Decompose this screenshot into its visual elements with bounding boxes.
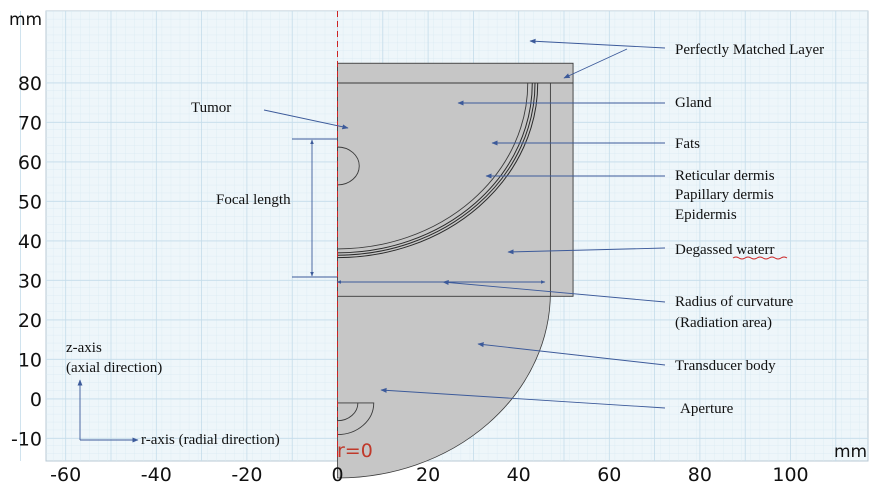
label-epidermis: Epidermis: [675, 207, 737, 223]
aperture-arrow: [380, 387, 666, 409]
y-tick-label: 0: [30, 389, 42, 411]
x-tick-label: -20: [231, 464, 262, 486]
x-tick-label: 100: [772, 464, 808, 486]
label-transducer-body: Transducer body: [675, 358, 776, 374]
tumor-arrow: [263, 109, 349, 130]
papillary-dermis-layer: [337, 82, 536, 256]
x-axis-ticks: -60 -40 -20 0 20 40 60 80 100: [50, 464, 808, 486]
x-tick-label: 60: [597, 464, 621, 486]
x-unit-label: mm: [834, 442, 867, 462]
label-focal-length: Focal length: [216, 192, 291, 208]
y-tick-label: 60: [18, 152, 42, 174]
label-fats: Fats: [675, 136, 700, 152]
reticular-dermis-layer: [337, 82, 533, 254]
transducer-arrow: [477, 342, 666, 366]
label-tumor: Tumor: [191, 100, 231, 116]
pml-arrow-top: [529, 38, 666, 49]
x-tick-label: 20: [416, 464, 440, 486]
y-tick-label: 80: [18, 73, 42, 95]
degassed-water-region: [337, 62, 574, 297]
y-axis-ticks: 80 70 60 50 40 30 20 10 0 -10: [11, 73, 42, 451]
y-tick-label: 40: [18, 231, 42, 253]
spellcheck-underline: [732, 256, 788, 260]
x-tick-label: -60: [50, 464, 81, 486]
gland-boundary: [337, 82, 529, 250]
x-tick-label: 40: [507, 464, 531, 486]
aperture-inner-arc: [337, 402, 359, 422]
label-axial-direction: (axial direction): [66, 360, 162, 376]
x-tick-label: 0: [331, 464, 343, 486]
y-tick-label: 70: [18, 113, 42, 135]
radius-arrow-b: [442, 279, 666, 303]
y-tick-label: 50: [18, 192, 42, 214]
label-degassed-water: Degassed waterr: [675, 242, 775, 258]
tumor-region: [337, 146, 360, 186]
aperture-region: [337, 402, 375, 436]
label-papillary-dermis: Papillary dermis: [675, 187, 774, 203]
label-z-axis: z-axis: [66, 340, 102, 356]
label-reticular-dermis: Reticular dermis: [675, 168, 775, 184]
label-radius-of-curvature: Radius of curvature: [675, 294, 794, 310]
y-tick-label: 30: [18, 271, 42, 293]
label-gland: Gland: [675, 95, 712, 111]
annotation-arrows: [77, 38, 666, 443]
geometry-regions: [337, 62, 574, 479]
label-r-axis: r-axis (radial direction): [141, 432, 280, 448]
epidermis-layer: [337, 82, 539, 259]
label-perfectly-matched-layer: Perfectly Matched Layer: [675, 42, 824, 58]
degassed-water-arrow: [507, 247, 666, 255]
pml-arrow-side: [563, 48, 628, 79]
x-tick-label: -40: [141, 464, 172, 486]
y-tick-label: 20: [18, 310, 42, 332]
label-radiation-area: (Radiation area): [675, 315, 772, 331]
transducer-body-region: [337, 291, 551, 479]
y-tick-label: 10: [18, 350, 42, 372]
r-zero-label: r=0: [337, 440, 373, 462]
x-tick-label: 80: [688, 464, 712, 486]
label-aperture: Aperture: [680, 401, 734, 417]
y-tick-label: -10: [11, 429, 42, 451]
y-unit-label: mm: [9, 10, 42, 30]
